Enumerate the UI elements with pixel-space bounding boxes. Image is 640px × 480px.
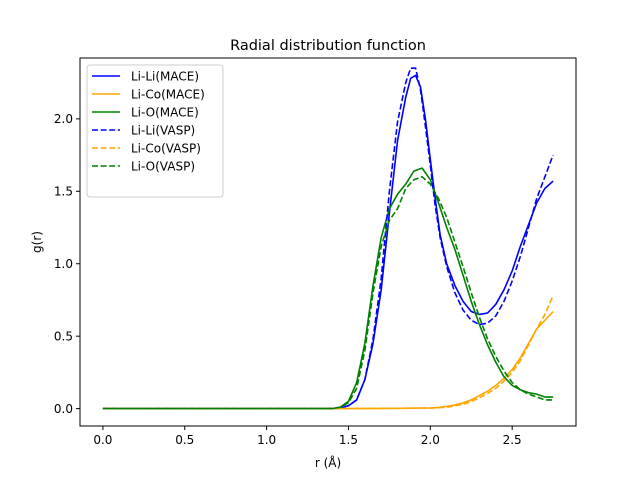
legend-label: Li-Li(MACE) xyxy=(131,69,199,83)
series-line-li-o-vasp xyxy=(102,176,554,410)
legend-label: Li-O(MACE) xyxy=(131,105,199,119)
plot-area xyxy=(79,57,577,427)
legend-entry-li-li-mace: Li-Li(MACE) xyxy=(92,69,199,83)
y-axis-label: g(r) xyxy=(30,231,44,253)
x-axis: 0.0 0.5 1.0 1.5 2.0 2.5 xyxy=(93,426,522,447)
y-axis: 0.0 0.5 1.0 1.5 2.0 xyxy=(54,112,80,416)
legend-entry-li-co-mace: Li-Co(MACE) xyxy=(92,87,205,101)
legend-entry-li-li-vasp: Li-Li(VASP) xyxy=(92,123,195,137)
series-line-li-co-mace xyxy=(102,310,554,410)
y-tick-label: 0.5 xyxy=(54,329,73,343)
legend-entry-li-o-mace: Li-O(MACE) xyxy=(92,105,199,119)
x-axis-label: r (Å) xyxy=(315,455,341,470)
legend-label: Li-Li(VASP) xyxy=(131,123,195,137)
y-tick-label: 2.0 xyxy=(54,112,73,126)
legend-entry-li-o-vasp: Li-O(VASP) xyxy=(92,159,195,173)
x-tick-label: 2.0 xyxy=(421,433,440,447)
legend-entry-li-co-vasp: Li-Co(VASP) xyxy=(92,141,201,155)
y-tick-label: 1.5 xyxy=(54,185,73,199)
x-tick-label: 1.0 xyxy=(257,433,276,447)
legend-entries: Li-Li(MACE) Li-Co(MACE) Li-O(MACE) Li-Li(VA… xyxy=(92,69,205,173)
x-tick-label: 0.5 xyxy=(175,433,194,447)
series-line-li-co-vasp xyxy=(102,295,554,410)
series-layer xyxy=(102,67,554,410)
series-line-li-o-mace xyxy=(102,167,554,410)
legend-label: Li-Co(VASP) xyxy=(131,141,201,155)
axes-frame xyxy=(79,57,577,427)
x-tick-label: 2.5 xyxy=(503,433,522,447)
legend-label: Li-O(VASP) xyxy=(131,159,195,173)
y-tick-label: 1.0 xyxy=(54,257,73,271)
legend-label: Li-Co(MACE) xyxy=(131,87,205,101)
x-tick-label: 0.0 xyxy=(93,433,112,447)
x-tick-label: 1.5 xyxy=(339,433,358,447)
legend-box xyxy=(86,64,224,198)
y-tick-label: 0.0 xyxy=(54,402,73,416)
chart-title: Radial distribution function xyxy=(230,38,426,54)
legend: Li-Li(MACE) Li-Co(MACE) Li-O(MACE) Li-Li(VA… xyxy=(86,64,224,198)
